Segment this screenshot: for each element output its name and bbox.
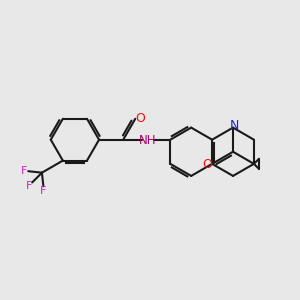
Text: F: F	[21, 166, 27, 176]
Text: F: F	[26, 181, 32, 191]
Text: NH: NH	[139, 134, 156, 147]
Text: N: N	[230, 119, 239, 132]
Text: F: F	[40, 186, 46, 196]
Text: O: O	[135, 112, 145, 125]
Text: O: O	[202, 158, 212, 171]
